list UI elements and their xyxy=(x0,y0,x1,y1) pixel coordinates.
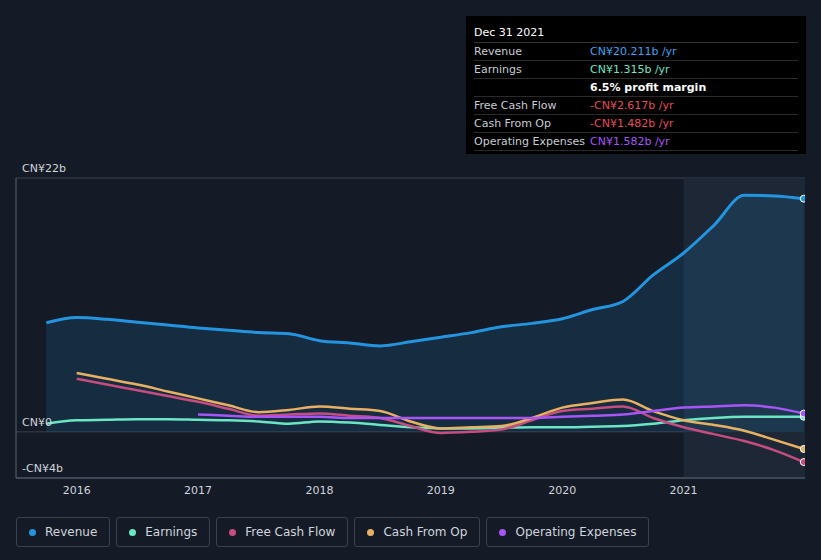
svg-text:CN¥22b: CN¥22b xyxy=(22,162,66,175)
html-text:Dec 31 2021: Dec 31 2021 xyxy=(474,26,545,39)
html-text:Revenue: Revenue xyxy=(474,45,522,58)
svg-text:CN¥0: CN¥0 xyxy=(22,416,52,429)
svg-text:2018: 2018 xyxy=(305,484,333,497)
html-text:CN¥1.315b /yr: CN¥1.315b /yr xyxy=(590,63,670,76)
html-text:Earnings: Earnings xyxy=(145,525,198,539)
html-text:Free Cash Flow: Free Cash Flow xyxy=(474,99,557,112)
html-text:Operating Expenses: Operating Expenses xyxy=(474,135,585,148)
html-text:Revenue: Revenue xyxy=(45,525,98,539)
svg-text:2020: 2020 xyxy=(548,484,576,497)
html-text:CN¥20.211b /yr: CN¥20.211b /yr xyxy=(590,45,677,58)
html-text:Operating Expenses: Operating Expenses xyxy=(515,525,637,539)
svg-text:2017: 2017 xyxy=(184,484,212,497)
html-text:-CN¥2.617b /yr: -CN¥2.617b /yr xyxy=(590,99,674,112)
html-text:Cash From Op: Cash From Op xyxy=(474,117,551,130)
html-text:CN¥1.582b /yr: CN¥1.582b /yr xyxy=(590,135,670,148)
html-text:-CN¥1.482b /yr: -CN¥1.482b /yr xyxy=(590,117,674,130)
html-text:Earnings: Earnings xyxy=(474,63,522,76)
svg-text:2019: 2019 xyxy=(427,484,455,497)
svg-text:2016: 2016 xyxy=(63,484,91,497)
svg-text:-CN¥4b: -CN¥4b xyxy=(22,462,63,475)
html-text:Cash From Op: Cash From Op xyxy=(383,525,468,539)
html-text:6.5% profit margin: 6.5% profit margin xyxy=(590,81,707,94)
svg-text:2021: 2021 xyxy=(670,484,698,497)
html-text:Free Cash Flow: Free Cash Flow xyxy=(245,525,336,539)
